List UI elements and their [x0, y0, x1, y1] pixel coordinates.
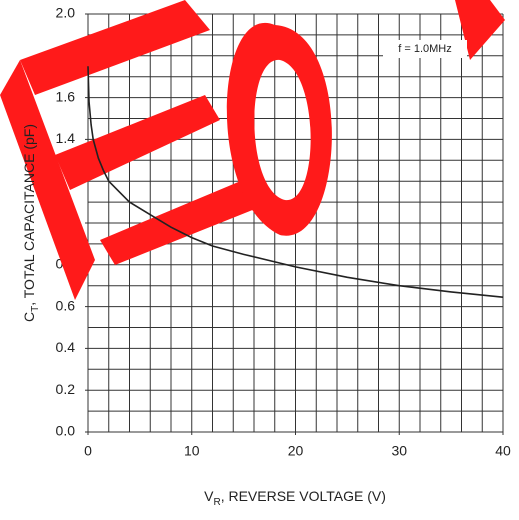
x-label-main: V [204, 488, 214, 504]
y-tick-label: 0.4 [56, 339, 76, 355]
watermark [0, 0, 505, 300]
y-tick-label: 2.0 [56, 5, 76, 21]
x-tick-label: 10 [184, 443, 200, 459]
annotation-box [383, 40, 467, 58]
line [87, 66, 504, 298]
y-tick-label: 1.4 [56, 130, 76, 146]
x-tick-label: 40 [495, 443, 511, 459]
x-axis-label: VR, REVERSE VOLTAGE (V) [204, 488, 386, 508]
plot [87, 66, 504, 298]
y-tick-label: 0.2 [56, 381, 76, 397]
y-tick-label: 0.6 [56, 297, 76, 313]
y-tick-label: 0.0 [56, 423, 76, 439]
x-tick-label: 30 [391, 443, 407, 459]
x-tick-label: 0 [84, 443, 92, 459]
y-label-main: C [21, 312, 37, 322]
y-axis-label: CT, TOTAL CAPACITANCE (pF) [21, 124, 41, 322]
x-label-sub: R [213, 497, 220, 508]
y-label-sub: T [30, 306, 41, 312]
y-label-rest: , TOTAL CAPACITANCE (pF) [21, 124, 37, 306]
x-label-rest: , REVERSE VOLTAGE (V) [221, 488, 386, 504]
y-tick-label: 1.6 [56, 88, 76, 104]
x-tick-label: 20 [288, 443, 304, 459]
annotation: f = 1.0MHz [398, 43, 452, 55]
